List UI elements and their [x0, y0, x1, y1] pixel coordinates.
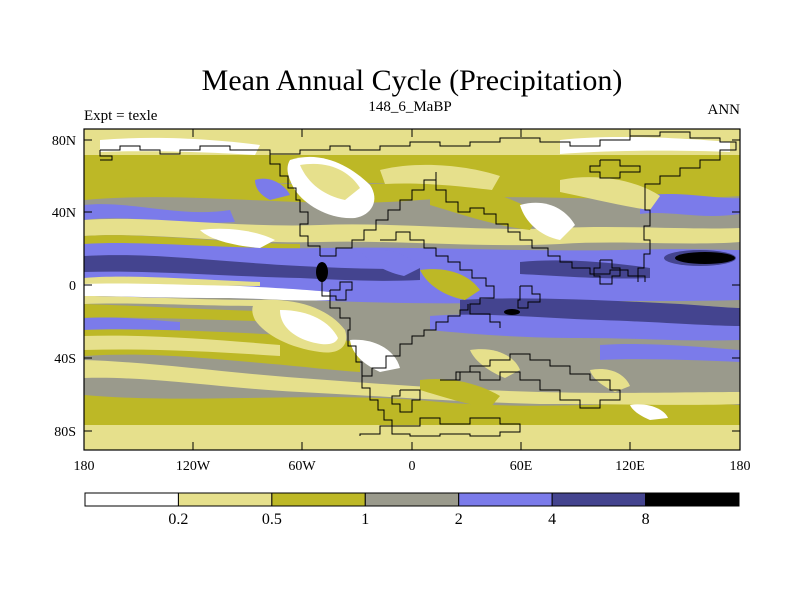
lon-label-120e: 120E — [615, 459, 645, 474]
lat-label-0: 0 — [69, 279, 76, 294]
lon-label-120w: 120W — [176, 459, 211, 474]
lat-label-80s: 80S — [54, 425, 76, 440]
colorbar-box — [271, 492, 366, 507]
subtitle-left: Expt = texle — [84, 108, 158, 124]
lat-label-80n: 80N — [52, 134, 76, 149]
colorbar-box — [645, 492, 740, 507]
lat-label-40s: 40S — [54, 352, 76, 367]
colorbar-box — [458, 492, 553, 507]
colorbar-label: 2 — [455, 511, 463, 528]
colorbar-box — [177, 492, 273, 507]
lon-label-180w: 180 — [74, 459, 95, 474]
colorbar: 0.2 0.5 1 2 4 8 — [84, 492, 740, 528]
lon-label-60e: 60E — [510, 459, 533, 474]
colorbar-box — [551, 492, 647, 507]
subtitle-center: 148_6_MaBP — [368, 99, 451, 115]
colorbar-label: 1 — [361, 511, 369, 528]
colorbar-label: 4 — [548, 511, 556, 528]
lat-axis — [84, 139, 740, 432]
subtitle-right: ANN — [708, 102, 741, 118]
colorbar-box — [84, 492, 179, 507]
colorbar-label: 8 — [642, 511, 650, 528]
map-title: Mean Annual Cycle (Precipitation) — [202, 64, 623, 97]
colorbar-label: 0.2 — [168, 511, 188, 528]
lon-label-60w: 60W — [288, 459, 316, 474]
colorbar-box — [364, 492, 460, 507]
lon-label-0: 0 — [409, 459, 416, 474]
colorbar-label: 0.5 — [262, 511, 282, 528]
coastlines — [99, 131, 737, 437]
lon-axis — [83, 129, 741, 450]
lat-label-40n: 40N — [52, 206, 76, 221]
lon-label-180e: 180 — [730, 459, 751, 474]
